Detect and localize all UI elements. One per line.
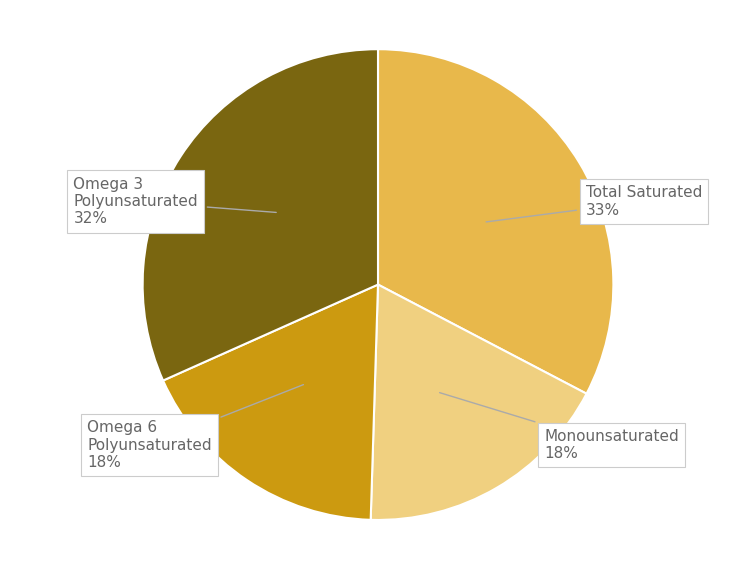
Wedge shape bbox=[378, 49, 613, 394]
Text: Omega 3
Polyunsaturated
32%: Omega 3 Polyunsaturated 32% bbox=[73, 177, 276, 226]
Wedge shape bbox=[163, 285, 378, 520]
Wedge shape bbox=[143, 49, 378, 381]
Text: Omega 6
Polyunsaturated
18%: Omega 6 Polyunsaturated 18% bbox=[87, 385, 303, 470]
Text: Total Saturated
33%: Total Saturated 33% bbox=[486, 185, 702, 222]
Wedge shape bbox=[370, 285, 587, 520]
Text: Monounsaturated
18%: Monounsaturated 18% bbox=[440, 392, 679, 461]
